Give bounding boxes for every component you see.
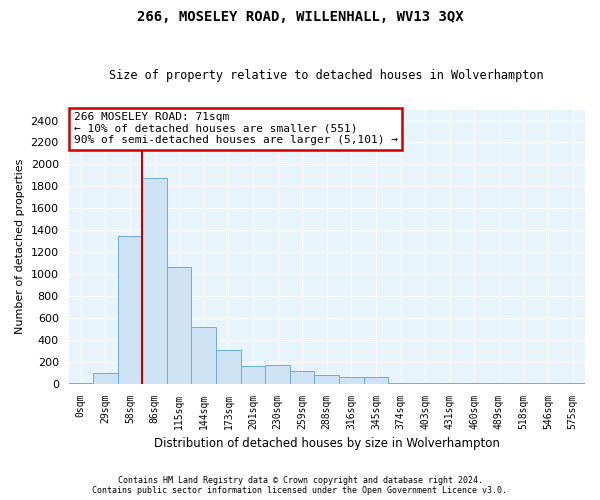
Bar [118,236,142,384]
Bar [314,376,339,384]
Bar [413,383,437,384]
Bar [437,383,462,384]
Bar [536,383,560,384]
Bar [511,383,536,384]
Bar [68,383,93,384]
Bar [265,365,290,384]
Text: Contains HM Land Registry data © Crown copyright and database right 2024.
Contai: Contains HM Land Registry data © Crown c… [92,476,508,495]
Text: 266 MOSELEY ROAD: 71sqm
← 10% of detached houses are smaller (551)
90% of semi-d: 266 MOSELEY ROAD: 71sqm ← 10% of detache… [74,112,398,146]
X-axis label: Distribution of detached houses by size in Wolverhampton: Distribution of detached houses by size … [154,437,500,450]
Bar [167,268,191,384]
Y-axis label: Number of detached properties: Number of detached properties [15,159,25,334]
Bar [339,376,364,384]
Bar [191,326,216,384]
Bar [364,376,388,384]
Bar [216,350,241,384]
Bar [290,371,314,384]
Text: 266, MOSELEY ROAD, WILLENHALL, WV13 3QX: 266, MOSELEY ROAD, WILLENHALL, WV13 3QX [137,10,463,24]
Bar [462,383,487,384]
Bar [388,383,413,384]
Bar [93,372,118,384]
Bar [487,383,511,384]
Bar [560,383,585,384]
Title: Size of property relative to detached houses in Wolverhampton: Size of property relative to detached ho… [109,69,544,82]
Bar [142,178,167,384]
Bar [241,366,265,384]
